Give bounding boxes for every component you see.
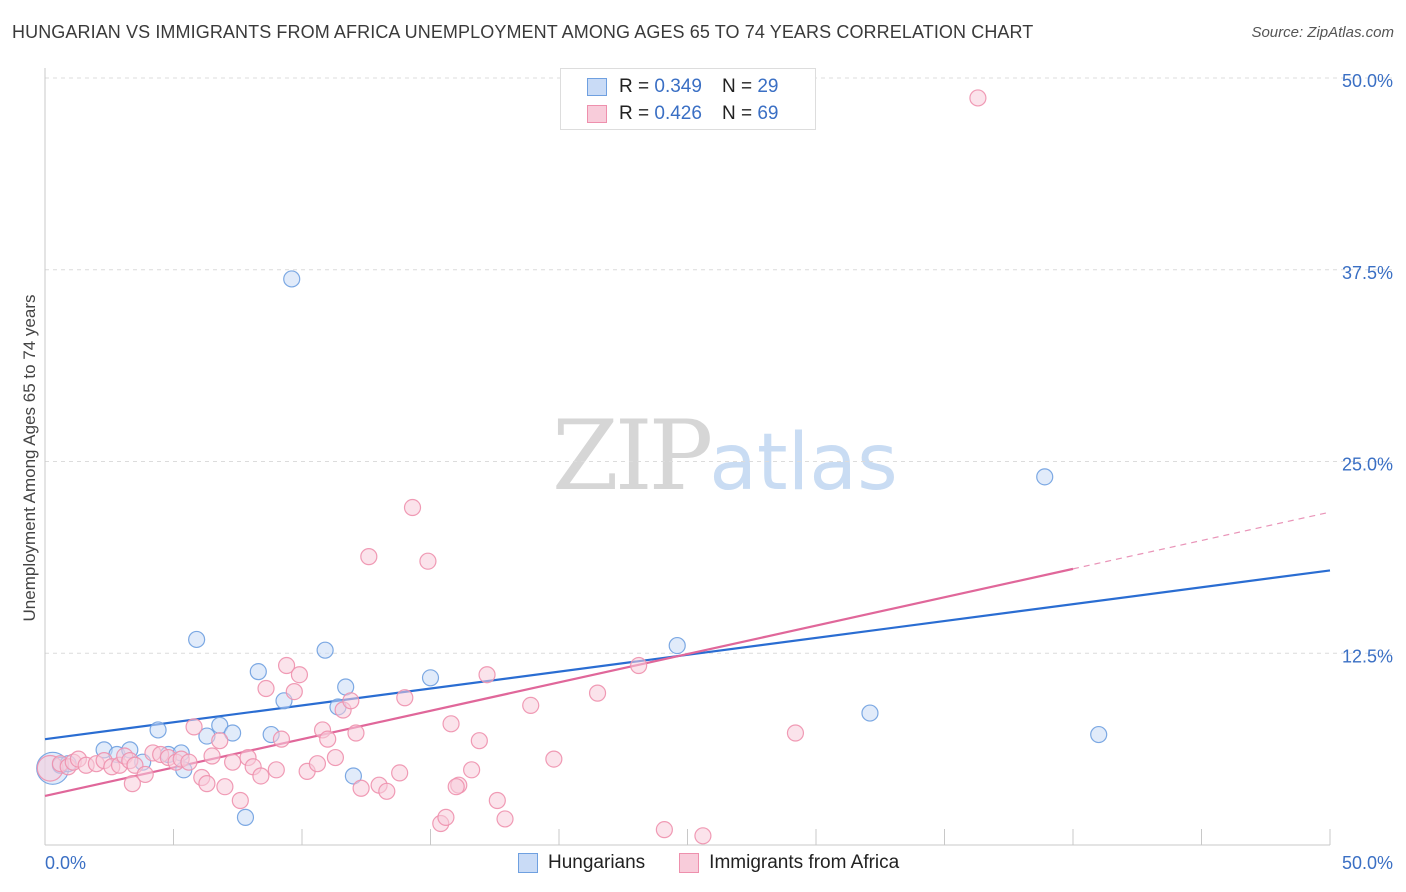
point-hungarians [236,808,255,826]
point-immigrants-africa [478,666,496,684]
point-immigrants-africa [216,778,234,796]
y-tick-label: 50.0% [1342,71,1393,91]
point-immigrants-africa [360,548,378,566]
point-immigrants-africa [285,682,303,701]
y-tick-label: 12.5% [1342,646,1393,666]
point-immigrants-africa [277,656,296,675]
legend-swatch-hungarians [587,78,607,96]
r-value: 0.426 [654,103,702,124]
y-tick-label: 37.5% [1342,263,1393,283]
n-value: 69 [757,103,779,124]
point-hungarians [421,669,440,687]
point-immigrants-africa [630,656,648,675]
tick-labels: 12.5% 25.0% 37.5% 50.0% 0.0% 50.0% [45,71,1393,873]
n-label: N = [721,76,753,97]
point-immigrants-africa [496,810,514,828]
x-tick-label: 50.0% [1342,853,1393,873]
watermark: ZIPatlas [552,400,898,512]
data-points [36,89,1108,845]
point-immigrants-africa [252,767,270,785]
point-immigrants-africa [396,689,414,707]
point-immigrants-africa [419,552,437,570]
point-immigrants-africa [403,498,422,517]
r-label: R = [619,103,650,124]
axes [44,68,1331,846]
legend-label-immigrants-africa: Immigrants from Africa [709,852,900,873]
point-hungarians [149,721,167,739]
legend-item-immigrants-africa[interactable]: Immigrants from Africa [679,852,899,874]
point-immigrants-africa [224,753,242,771]
point-immigrants-africa [136,765,154,784]
point-immigrants-africa [437,808,455,826]
point-hungarians [224,724,242,742]
point-hungarians [861,704,879,722]
point-hungarians [283,270,301,288]
point-immigrants-africa [180,753,198,771]
point-immigrants-africa [231,791,249,810]
point-hungarians [316,641,334,659]
point-immigrants-africa [470,732,488,750]
point-immigrants-africa [522,696,540,715]
point-immigrants-africa [326,748,345,767]
point-immigrants-africa [655,821,673,839]
point-immigrants-africa [342,692,360,710]
point-hungarians [1036,468,1054,486]
point-immigrants-africa [442,715,460,733]
point-immigrants-africa [391,764,409,782]
series-legend: Hungarians Immigrants from Africa [518,852,933,874]
legend-row-immigrants-africa: R = 0.426 N = 69 [587,103,778,125]
legend-swatch-immigrants-africa [587,105,607,123]
point-hungarians [188,630,206,649]
n-value: 29 [757,76,779,97]
point-immigrants-africa [347,724,365,742]
trend-lines [44,511,1331,797]
point-hungarians [668,636,686,655]
point-immigrants-africa [488,791,506,810]
gridlines [45,77,1392,654]
correlation-legend: R = 0.349 N = 29 R = 0.426 N = 69 [560,68,816,130]
point-immigrants-africa [545,750,563,768]
point-immigrants-africa [378,782,396,800]
r-value: 0.349 [654,76,702,97]
legend-swatch-immigrants-africa [679,853,700,873]
n-label: N = [721,103,753,124]
point-immigrants-africa [257,679,275,698]
point-immigrants-africa [308,755,327,773]
y-tick-label: 25.0% [1342,455,1393,475]
point-immigrants-africa [290,666,309,684]
point-immigrants-africa [185,718,203,736]
watermark-zip: ZIP [552,400,713,512]
point-immigrants-africa [203,747,221,765]
point-immigrants-africa [786,724,805,742]
point-immigrants-africa [352,779,370,797]
point-immigrants-africa [588,684,607,702]
point-immigrants-africa [123,775,141,793]
source-label: Source: ZipAtlas.com [1251,24,1394,41]
r-label: R = [619,76,650,97]
point-immigrants-africa [267,761,285,779]
point-immigrants-africa [272,730,291,748]
point-hungarians [249,663,267,681]
point-immigrants-africa [694,827,712,845]
point-immigrants-africa [211,732,229,750]
legend-swatch-hungarians [518,853,538,873]
trend-line-extension-immigrants-africa [1072,511,1331,570]
point-hungarians [1090,725,1108,744]
point-immigrants-africa [969,89,987,107]
point-immigrants-africa [463,761,481,779]
chart-title: HUNGARIAN VS IMMIGRANTS FROM AFRICA UNEM… [12,22,1034,42]
legend-row-hungarians: R = 0.349 N = 29 [587,76,778,98]
point-immigrants-africa [447,778,465,796]
legend-label-hungarians: Hungarians [548,852,646,873]
x-tick-label: 0.0% [45,853,86,873]
legend-item-hungarians[interactable]: Hungarians [518,852,645,874]
point-hungarians [344,767,362,785]
point-immigrants-africa [319,730,337,748]
point-immigrants-africa [198,775,216,793]
watermark-atlas: atlas [709,418,898,508]
